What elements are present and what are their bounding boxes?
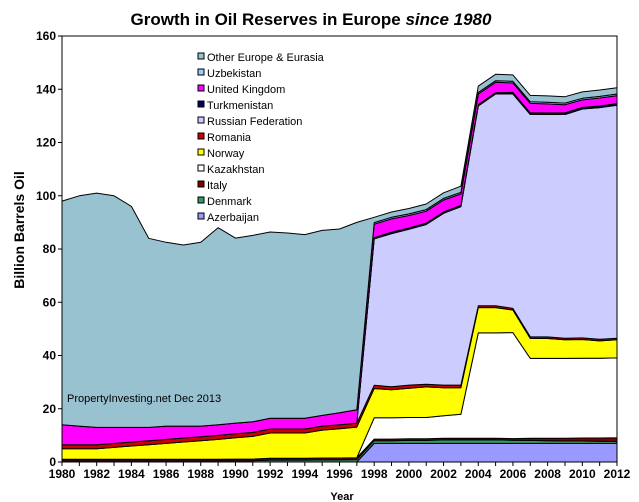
y-axis: 0 20 40 60 80 100 120 140 160 [36, 29, 62, 469]
y-tick-label: 140 [36, 82, 56, 96]
x-tick-label: 1990 [222, 467, 249, 481]
legend-label-kazakhstan: Kazakhstan [207, 164, 264, 176]
x-tick-label: 1984 [118, 467, 145, 481]
legend-label-russian-federation: Russian Federation [207, 116, 302, 128]
legend-label-italy: Italy [207, 180, 228, 192]
legend-label-denmark: Denmark [207, 196, 252, 208]
x-tick-label: 2006 [500, 467, 527, 481]
legend-label-azerbaijan: Azerbaijan [207, 212, 259, 224]
legend-label-other-europe-and-eurasia: Other Europe & Eurasia [207, 52, 325, 64]
legend-swatch-russian-federation [197, 116, 205, 124]
legend-swatch-norway [197, 148, 205, 156]
y-tick-label: 120 [36, 136, 56, 150]
x-tick-label: 1986 [153, 467, 180, 481]
x-tick-label: 2002 [430, 467, 457, 481]
x-tick-label: 1994 [291, 467, 318, 481]
y-tick-label: 160 [36, 29, 56, 43]
legend-label-romania: Romania [207, 132, 252, 144]
legend-swatch-turkmenistan [197, 100, 205, 108]
chart-title-main: Growth in Oil Reserves in Europe [131, 10, 401, 29]
chart-title-italic: since 1980 [405, 10, 492, 29]
legend-label-uzbekistan: Uzbekistan [207, 68, 261, 80]
legend-swatch-italy [197, 180, 205, 188]
x-axis-label: Year [330, 491, 354, 502]
x-tick-label: 1982 [83, 467, 110, 481]
legend-label-united-kingdom: United Kingdom [207, 84, 285, 96]
y-axis-label: Billion Barrels Oil [11, 171, 27, 288]
y-tick-label: 0 [49, 455, 56, 469]
legend: Other Europe & Eurasia Uzbekistan United K… [197, 52, 325, 224]
y-tick-label: 40 [43, 349, 57, 363]
legend-swatch-united-kingdom [197, 84, 205, 92]
x-axis: 1980 1982 1984 1986 1988 1990 1992 1994 1996 1998… [49, 462, 631, 481]
y-tick-label: 20 [43, 402, 57, 416]
x-tick-label: 1996 [326, 467, 353, 481]
legend-label-turkmenistan: Turkmenistan [207, 100, 273, 112]
legend-swatch-kazakhstan [197, 164, 205, 172]
x-tick-label: 1992 [257, 467, 284, 481]
x-tick-label: 1998 [361, 467, 388, 481]
x-tick-label: 1980 [49, 467, 76, 481]
y-tick-label: 60 [43, 295, 57, 309]
source-annotation: PropertyInvesting.net Dec 2013 [67, 393, 221, 405]
y-tick-label: 80 [43, 242, 57, 256]
legend-swatch-other-europe-and-eurasia [197, 52, 205, 60]
x-tick-label: 2008 [534, 467, 561, 481]
x-tick-label: 1988 [187, 467, 214, 481]
legend-swatch-uzbekistan [197, 68, 205, 76]
x-tick-label: 2010 [569, 467, 596, 481]
legend-swatch-azerbaijan [197, 212, 205, 220]
legend-swatch-denmark [197, 196, 205, 204]
y-tick-label: 100 [36, 189, 56, 203]
x-tick-label: 2000 [396, 467, 423, 481]
x-tick-label: 2012 [604, 467, 631, 481]
legend-swatch-romania [197, 132, 205, 140]
x-tick-label: 2004 [465, 467, 492, 481]
chart-title: Growth in Oil Reserves in Europe since 1… [131, 10, 492, 29]
legend-label-norway: Norway [207, 148, 245, 160]
